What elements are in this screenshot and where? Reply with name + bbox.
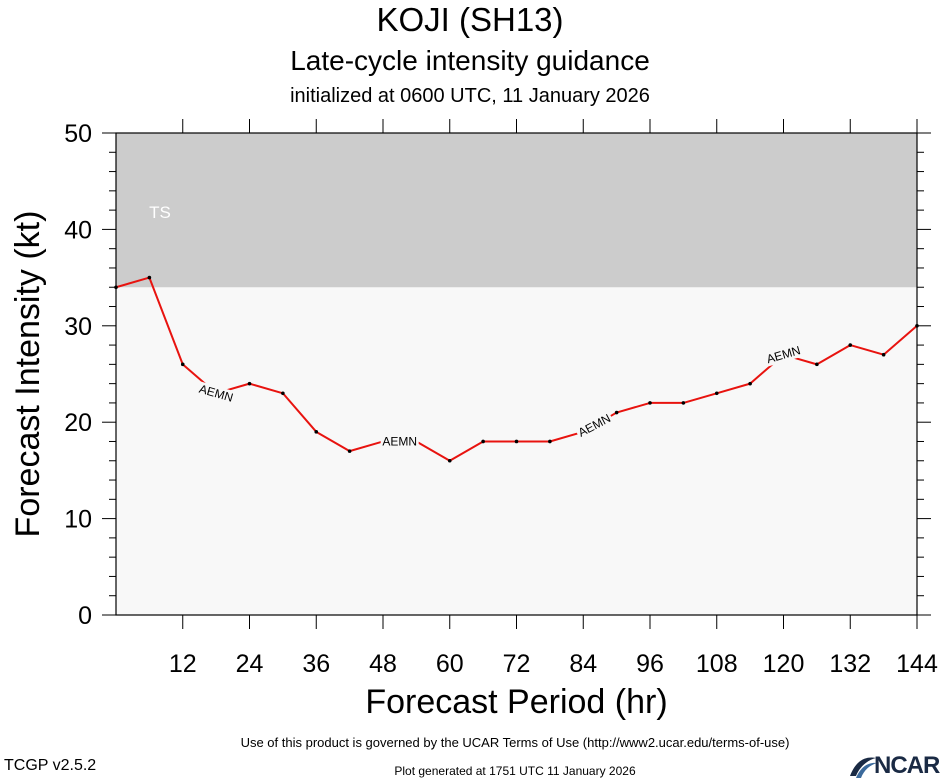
x-tick-label: 36 <box>302 650 330 678</box>
chart-title: KOJI (SH13) <box>376 1 564 38</box>
ncar-logo-text: NCAR <box>874 752 940 779</box>
data-point <box>514 439 519 444</box>
data-point <box>815 362 819 367</box>
data-point <box>714 391 719 396</box>
data-point <box>481 439 485 444</box>
data-point <box>681 401 686 405</box>
data-point <box>748 381 752 386</box>
y-tick-label: 10 <box>64 506 92 534</box>
x-tick-label: 132 <box>829 650 871 678</box>
data-point <box>548 439 552 444</box>
chart-subtitle: Late-cycle intensity guidance <box>290 45 650 76</box>
intensity-chart: TS 0 10 20 30 40 50 12 24 36 48 60 72 84 96 108 120 132 14… <box>64 119 938 678</box>
y-tick-label: 40 <box>64 216 92 244</box>
y-tick-label: 30 <box>64 313 92 341</box>
ncar-swoosh-icon <box>850 757 877 778</box>
x-tick-label: 72 <box>503 650 531 678</box>
x-tick-label: 60 <box>436 650 464 678</box>
data-point <box>114 285 118 290</box>
x-tick-label: 12 <box>169 650 197 678</box>
x-tick-label: 96 <box>636 650 664 678</box>
series-label: AEMN <box>382 434 417 448</box>
data-point <box>614 410 619 415</box>
data-point <box>447 458 452 463</box>
data-point <box>180 362 185 367</box>
data-point <box>314 430 319 434</box>
data-point <box>147 275 152 280</box>
series-label-bg <box>763 342 804 367</box>
data-point <box>848 343 853 347</box>
ncar-logo: NCAR <box>848 752 940 780</box>
y-axis-label: Forecast Intensity (kt) <box>9 210 47 538</box>
data-point <box>648 401 652 405</box>
terms-of-use-notice: Use of this product is governed by the U… <box>240 735 790 750</box>
y-tick-label: 20 <box>64 409 92 437</box>
data-point <box>347 449 352 453</box>
x-axis-label: Forecast Period (hr) <box>365 683 668 721</box>
data-point <box>915 324 919 328</box>
data-point <box>881 352 886 357</box>
y-tick-label: 50 <box>64 120 92 148</box>
series-label-bg <box>195 381 237 406</box>
y-tick-label: 0 <box>78 602 92 630</box>
intensity-band-ts <box>116 133 917 288</box>
chart-init-time: initialized at 0600 UTC, 11 January 2026 <box>290 85 650 107</box>
data-point <box>247 381 252 386</box>
x-tick-label: 84 <box>569 650 597 678</box>
series-label-bg <box>380 434 419 449</box>
intensity-band-label: TS <box>149 203 171 222</box>
data-point <box>281 391 285 396</box>
x-tick-label: 24 <box>236 650 264 678</box>
x-tick-label: 108 <box>696 650 738 678</box>
version-label: TCGP v2.5.2 <box>4 757 97 774</box>
x-tick-label: 120 <box>763 650 805 678</box>
x-tick-label: 48 <box>369 650 397 678</box>
series-label-bg <box>574 410 615 441</box>
generated-timestamp: Plot generated at 1751 UTC 11 January 20… <box>394 764 636 778</box>
x-tick-label: 144 <box>896 650 938 678</box>
